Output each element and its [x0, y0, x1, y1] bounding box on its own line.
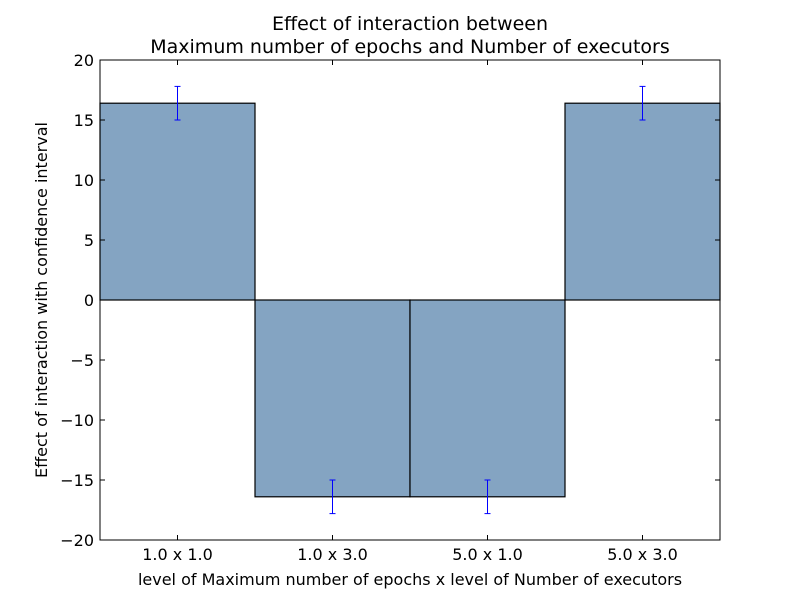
- y-tick-label: 5: [84, 231, 94, 250]
- y-tick-label: −15: [60, 471, 94, 490]
- error-bar-1: [174, 85, 181, 121]
- y-tick-label: −10: [60, 411, 94, 430]
- error-bar-3: [484, 479, 491, 515]
- x-tick-label: 5.0 x 3.0: [607, 545, 678, 564]
- y-tick-label: 10: [74, 171, 94, 190]
- bar-4: [564, 102, 721, 301]
- chart-title-line1: Effect of interaction between: [272, 13, 548, 35]
- y-tick-label: −5: [70, 351, 94, 370]
- y-tick-label: −20: [60, 531, 94, 550]
- y-tick-label: 0: [84, 291, 94, 310]
- y-tick-label: 20: [74, 51, 94, 70]
- ticks-layer: 1.0 x 1.0 1.0 x 3.0 5.0 x 1.0 5.0 x 3.0 20 15…: [60, 51, 720, 564]
- x-tick-label: 1.0 x 1.0: [142, 545, 213, 564]
- error-bar-2: [329, 479, 336, 515]
- x-tick-label: 5.0 x 1.0: [452, 545, 523, 564]
- x-tick-label: 1.0 x 3.0: [297, 545, 368, 564]
- bar-3: [409, 299, 566, 498]
- error-bars-layer: [174, 85, 646, 515]
- bar-2: [254, 299, 411, 498]
- chart-title-line2: Maximum number of epochs and Number of e…: [150, 36, 670, 58]
- y-axis-label: Effect of interaction with confidence in…: [32, 122, 51, 478]
- y-tick-label: 15: [74, 111, 94, 130]
- bar-1: [99, 102, 256, 301]
- bars-layer: [99, 102, 721, 498]
- error-bar-4: [639, 85, 646, 121]
- x-axis-label: level of Maximum number of epochs x leve…: [138, 570, 682, 589]
